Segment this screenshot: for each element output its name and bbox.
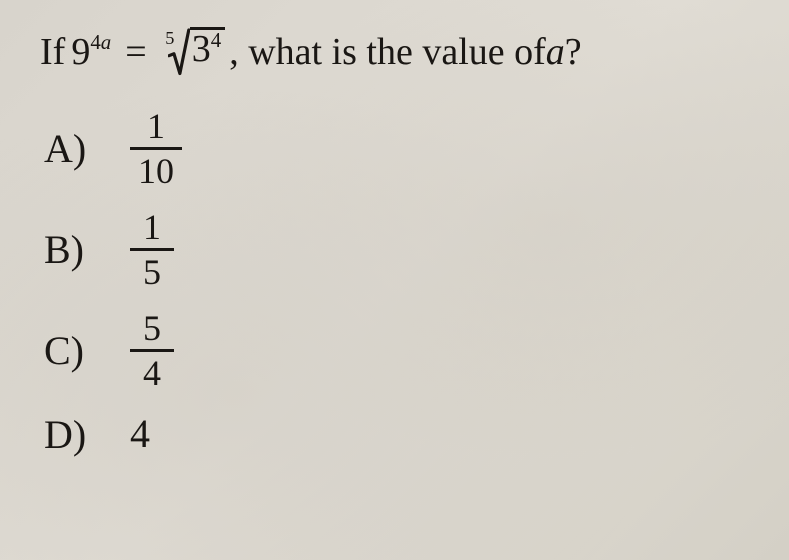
question-stem: If 94a = 5 34 , what is the value of a ?	[40, 28, 765, 76]
fraction-numerator: 1	[139, 108, 173, 147]
question-tail: , what is the value of	[229, 33, 546, 71]
lhs-exponent: 4a	[90, 30, 111, 54]
equals-sign: =	[125, 33, 146, 71]
question-block: If 94a = 5 34 , what is the value of a ?…	[0, 0, 789, 502]
option-c: C) 5 4	[44, 310, 765, 391]
option-b: B) 1 5	[44, 209, 765, 290]
if-text: If	[40, 33, 65, 71]
options-list: A) 1 10 B) 1 5 C) 5 4 D) 4	[40, 108, 765, 458]
question-var: a	[546, 33, 565, 71]
radicand: 34	[190, 27, 225, 68]
lhs-base: 9	[71, 33, 90, 71]
root-index: 5	[165, 29, 174, 47]
option-value-whole: 4	[130, 414, 150, 454]
radicand-base: 3	[192, 28, 211, 70]
option-label: D)	[44, 411, 130, 458]
radical-expression: 5 34	[161, 28, 226, 76]
fraction-numerator: 5	[135, 310, 169, 349]
lhs-expression: 94a	[71, 33, 111, 71]
fraction-denominator: 4	[135, 352, 169, 391]
option-a: A) 1 10	[44, 108, 765, 189]
question-mark: ?	[565, 33, 582, 71]
option-value-fraction: 1 5	[130, 209, 174, 290]
lhs-exp-coeff: 4	[90, 30, 100, 54]
option-label: B)	[44, 226, 130, 273]
option-d: D) 4	[44, 411, 765, 458]
option-label: A)	[44, 125, 130, 172]
fraction-denominator: 5	[135, 251, 169, 290]
option-label: C)	[44, 327, 130, 374]
radicand-exp: 4	[211, 28, 221, 52]
option-value-fraction: 5 4	[130, 310, 174, 391]
fraction-numerator: 1	[135, 209, 169, 248]
option-value-fraction: 1 10	[130, 108, 182, 189]
fraction-denominator: 10	[130, 150, 182, 189]
lhs-exp-var: a	[101, 30, 111, 54]
